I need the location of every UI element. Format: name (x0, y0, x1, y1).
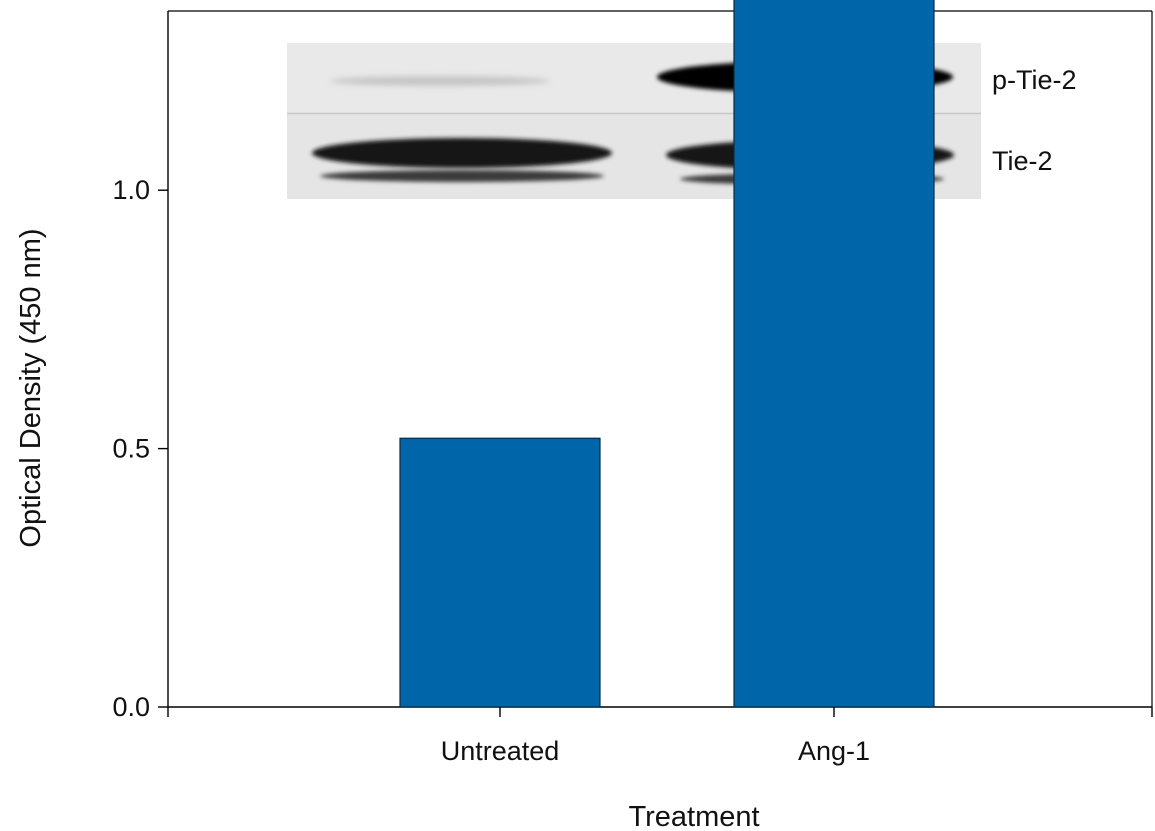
blot-band-tie-2-untreated-lower (320, 170, 604, 182)
blot-label-tie-2: Tie-2 (992, 146, 1053, 176)
blot-band-tie-2-untreated-upper (312, 138, 612, 168)
bar-ang-1 (733, 0, 935, 708)
blot-band-p-tie-2-untreated (330, 76, 550, 86)
y-tick-label: 0.0 (112, 692, 150, 722)
bars (399, 0, 935, 708)
x-tick-label: Untreated (441, 736, 560, 766)
y-axis-ticks: 0.00.51.01.52.02.5 (112, 175, 168, 722)
y-axis-title: Optical Density (450 nm) (15, 228, 47, 547)
y-tick-label: 0.5 (112, 434, 150, 464)
blot-label-p-tie-2: p-Tie-2 (992, 65, 1077, 95)
western-blot-inset: p-Tie-2 Tie-2 (287, 43, 1077, 199)
x-axis-title: Treatment (628, 801, 759, 831)
x-axis-ticks: Untreated Ang-1 (167, 707, 1153, 766)
bar-untreated (399, 437, 601, 708)
y-tick-label: 1.0 (112, 175, 150, 205)
x-tick-label: Ang-1 (798, 736, 870, 766)
